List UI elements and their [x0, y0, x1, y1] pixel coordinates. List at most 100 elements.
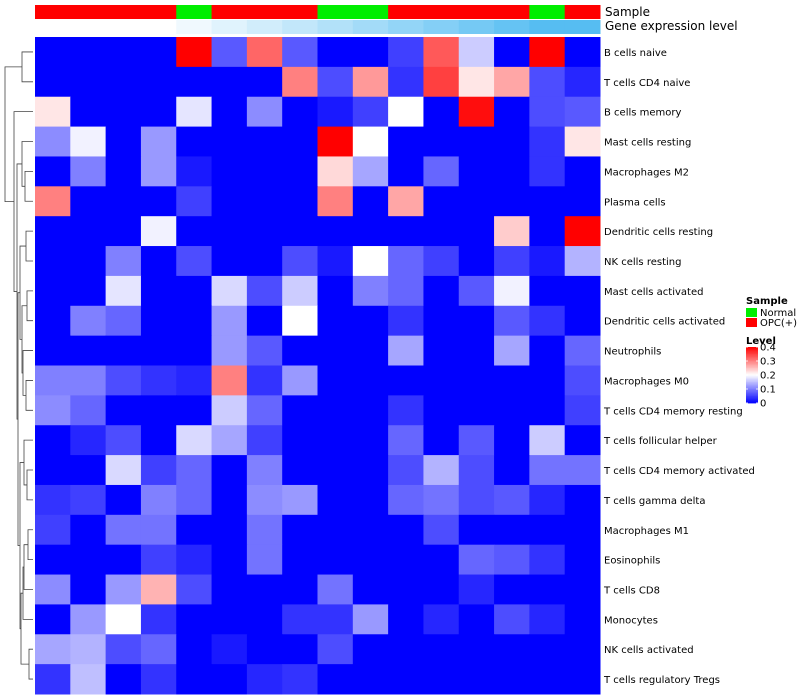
legend-title-sample: Sample	[746, 296, 788, 307]
row-label: Dendritic cells activated	[604, 317, 725, 328]
heatmap-cell	[423, 335, 460, 366]
sample-annotation-cell	[423, 5, 460, 19]
heatmap-cell	[458, 634, 495, 665]
heatmap-cell	[70, 604, 107, 635]
sample-annotation-cell	[564, 5, 601, 19]
heatmap-cell	[352, 335, 389, 366]
heatmap-cell	[529, 544, 566, 576]
heatmap-cell	[317, 246, 354, 277]
heatmap-cell	[423, 126, 460, 157]
heatmap-cell	[105, 514, 142, 546]
heatmap-cell	[352, 246, 389, 277]
heatmap-cell	[176, 455, 213, 486]
row-label: T cells gamma delta	[603, 496, 705, 507]
colorbar-segment	[746, 382, 758, 384]
colorbar-segment	[746, 391, 758, 394]
heatmap-cell	[246, 634, 283, 665]
heatmap-cell	[494, 216, 530, 247]
heatmap-cell	[35, 37, 71, 68]
heatmap-cell	[246, 455, 283, 486]
heatmap-cell	[564, 634, 601, 665]
colorbar-segment	[746, 349, 758, 352]
level-ticks: 0.4 0.3 0.2 0.1 0	[746, 343, 776, 410]
heatmap-cell	[176, 156, 213, 187]
colorbar-tick-label: 0	[760, 399, 766, 410]
heatmap-cell	[352, 66, 389, 98]
heatmap-cell	[70, 246, 107, 277]
heatmap-cell	[494, 66, 530, 98]
heatmap-cell	[246, 305, 283, 337]
heatmap-cell	[35, 395, 71, 426]
heatmap-cell	[282, 305, 318, 337]
heatmap-cell	[317, 574, 354, 605]
heatmap-cell	[282, 514, 318, 546]
heatmap-cell	[282, 395, 318, 426]
heatmap-cell	[388, 66, 424, 98]
heatmap-cell	[458, 96, 495, 128]
heatmap-cell	[70, 365, 107, 396]
sample-annotation-cell	[282, 5, 318, 19]
heatmap-cell	[564, 305, 601, 337]
heatmap-cell	[423, 37, 460, 68]
heatmap-cell	[494, 484, 530, 516]
heatmap-cell	[35, 484, 71, 516]
colorbar-segment	[746, 386, 758, 388]
heatmap-cell	[564, 335, 601, 366]
heatmap-cell	[70, 305, 107, 337]
heatmap-cell	[282, 455, 318, 486]
heatmap-cell	[282, 156, 318, 187]
heatmap-cell	[564, 574, 601, 605]
heatmap-cell	[388, 335, 424, 366]
heatmap-cell	[140, 544, 177, 576]
gene-expression-annotation-cell	[211, 20, 248, 34]
heatmap-cell	[458, 664, 495, 695]
heatmap-cell	[282, 365, 318, 396]
heatmap-cell	[494, 126, 530, 157]
heatmap-cell	[140, 484, 177, 516]
heatmap-cell	[458, 365, 495, 396]
heatmap-cell	[246, 186, 283, 217]
heatmap-cell	[282, 37, 318, 68]
gene-expression-annotation-cell	[494, 20, 530, 34]
heatmap-cell	[352, 514, 389, 546]
heatmap-cell	[246, 156, 283, 187]
heatmap-cell	[105, 634, 142, 665]
legend-swatch-opc	[746, 318, 757, 327]
heatmap-cell	[105, 275, 142, 307]
dendrogram-branch	[26, 290, 33, 322]
heatmap-cell	[317, 365, 354, 396]
heatmap-cell	[140, 604, 177, 635]
heatmap-cell	[388, 395, 424, 426]
heatmap-cell	[529, 604, 566, 635]
heatmap-cell	[529, 305, 566, 337]
heatmap-cell	[140, 186, 177, 217]
row-label: Plasma cells	[604, 197, 666, 208]
colorbar-segment	[746, 351, 758, 353]
heatmap-cell	[494, 37, 530, 68]
heatmap-cell	[176, 604, 213, 635]
heatmap-cell	[70, 514, 107, 546]
heatmap-cell	[317, 425, 354, 456]
gene-expression-annotation-cell	[140, 20, 177, 34]
heatmap-cell	[70, 634, 107, 665]
heatmap-cell	[423, 634, 460, 665]
heatmap-cell	[388, 544, 424, 576]
colorbar-segment	[746, 377, 758, 380]
heatmap-cell	[105, 216, 142, 247]
heatmap-cell	[70, 544, 107, 576]
heatmap-cell	[529, 37, 566, 68]
heatmap-cell	[176, 664, 213, 695]
heatmap-cell	[246, 96, 283, 128]
heatmap-cell	[176, 305, 213, 337]
heatmap-cell	[35, 186, 71, 217]
heatmap-cell	[458, 66, 495, 98]
heatmap-cell	[211, 275, 248, 307]
heatmap-cell	[176, 246, 213, 277]
heatmap-cell	[105, 246, 142, 277]
heatmap-cell	[423, 305, 460, 337]
colorbar-segment	[746, 359, 758, 362]
heatmap-cell	[423, 365, 460, 396]
heatmap-cell	[176, 96, 213, 128]
heatmap-cell	[35, 574, 71, 605]
colorbar-segment	[746, 383, 758, 386]
